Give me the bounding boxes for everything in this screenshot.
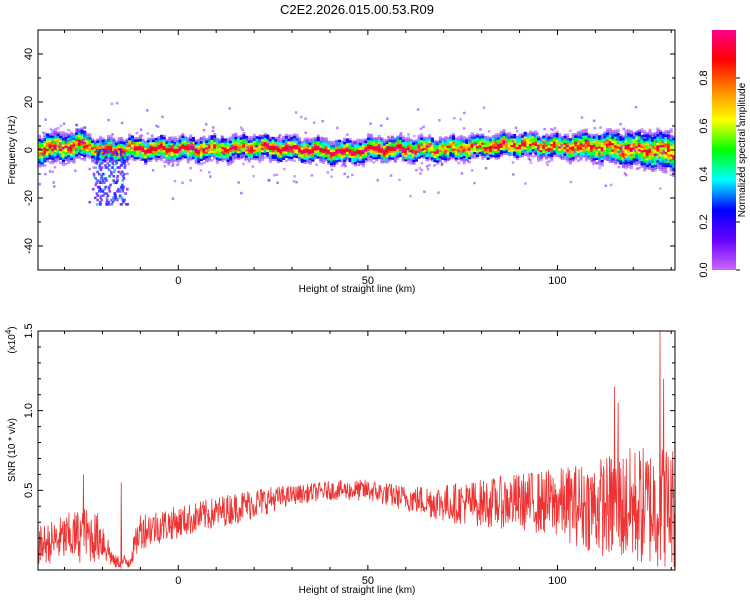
snr-x-ticks: 0 50 100 — [64, 331, 672, 587]
spectrogram-y-tick-label: -20 — [23, 190, 35, 206]
snr-frame — [37, 330, 676, 571]
snr-y-label: SNR (10 * v/v) — [7, 418, 18, 482]
spectrogram-cells — [38, 101, 676, 206]
spectrogram-y-tick-label: 20 — [23, 96, 35, 108]
chart-title: C2E2.2026.015.00.53.R09 — [280, 2, 434, 17]
colorbar-tick-label: 0.0 — [698, 262, 710, 277]
snr-y-tick-label: 1.0 — [23, 403, 35, 418]
snr-y-multiplier-label: (x104) — [4, 326, 18, 353]
spectrogram-x-tick-label: 100 — [548, 275, 566, 287]
spectrogram-y-ticks: -40 -20 0 20 40 — [23, 29, 675, 271]
colorbar: 0.0 0.2 0.4 0.6 0.8 Normalized spectral ampl… — [698, 30, 748, 278]
spectrogram-x-tick-label: 50 — [362, 275, 374, 287]
spectrogram-y-tick-label: 0 — [23, 147, 35, 153]
snr-x-tick-label: 0 — [175, 575, 181, 587]
snr-y-multiplier: (x104) — [4, 326, 18, 353]
snr-background — [38, 331, 675, 570]
spectrogram-y-tick-label: -40 — [23, 238, 35, 254]
spectrogram-y-tick-label: 40 — [23, 48, 35, 60]
snr-x-tick-label: 50 — [362, 575, 374, 587]
colorbar-tick-label: 0.6 — [698, 118, 710, 133]
spectrogram-panel: 0 50 100 -40 -20 0 20 40 Height of straight li… — [7, 29, 676, 295]
snr-x-label: Height of straight line (km) — [299, 585, 416, 596]
snr-y-tick-label: 0.5 — [23, 483, 35, 498]
spectrogram-x-tick-label: 0 — [175, 275, 181, 287]
colorbar-ticks: 0.0 0.2 0.4 0.6 0.8 — [698, 70, 740, 278]
snr-x-tick-label: 100 — [548, 575, 566, 587]
snr-series-line — [37, 330, 675, 569]
colorbar-tick-label: 0.4 — [698, 166, 710, 181]
colorbar-gradient — [712, 30, 736, 270]
snr-y-ticks: 0.5 1.0 1.5 — [23, 323, 675, 555]
colorbar-tick-label: 0.2 — [698, 214, 710, 229]
snr-panel: 0 50 100 0.5 1.0 1.5 Height of straight line… — [4, 323, 676, 596]
colorbar-label: Normalized spectral amplitude — [737, 82, 748, 217]
snr-y-tick-label: 1.5 — [23, 323, 35, 338]
colorbar-tick-label: 0.8 — [698, 70, 710, 85]
spectrogram-x-ticks: 0 50 100 — [64, 30, 672, 287]
spectrogram-y-label: Frequency (Hz) — [7, 116, 18, 185]
spectrogram-x-label: Height of straight line (km) — [299, 284, 416, 295]
